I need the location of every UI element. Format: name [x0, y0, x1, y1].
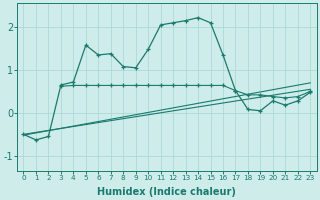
- X-axis label: Humidex (Indice chaleur): Humidex (Indice chaleur): [98, 187, 236, 197]
